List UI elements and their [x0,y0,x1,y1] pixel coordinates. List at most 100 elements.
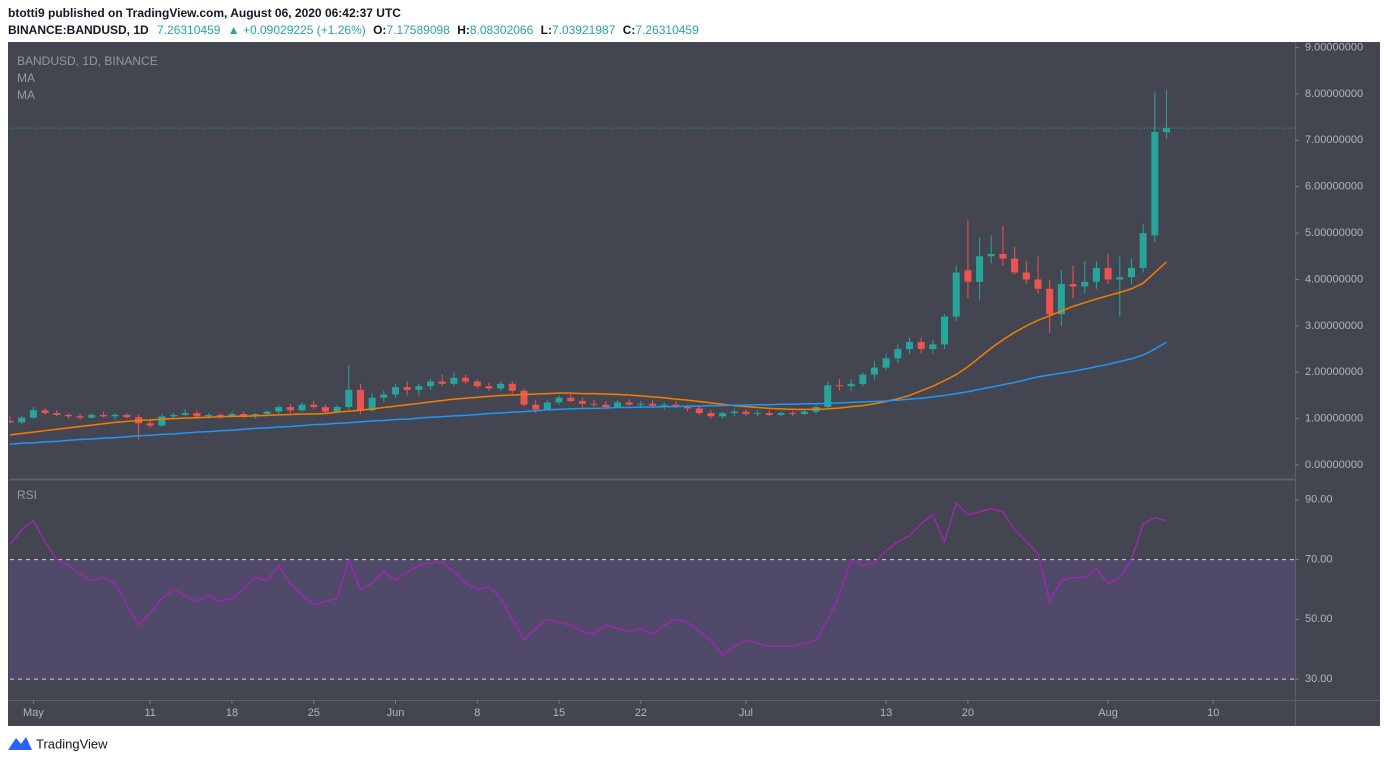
candle-body [321,407,329,412]
candle-body [497,383,505,389]
high-label: H: [457,23,470,37]
candle-body [543,402,551,410]
candle-body [578,401,586,404]
rsi-legend: RSI [17,488,37,502]
candle-body [123,414,131,418]
candle-body [520,390,528,405]
candle-body [695,408,703,414]
x-tick-label: 11 [144,707,155,719]
x-tick-label: 13 [880,707,892,719]
x-tick-label: 25 [308,707,320,719]
candle-body [88,414,96,418]
x-tick-label: Jun [387,707,405,719]
candle-body [882,358,890,368]
candle-body [917,342,925,350]
x-tick-label: 18 [226,707,238,719]
candle-body [1092,267,1100,282]
x-tick-label: 22 [635,707,647,719]
candle-body [298,404,306,411]
last-close: 7.26310459 [157,23,221,37]
close-value: 7.26310459 [635,23,699,37]
candle-body [193,413,201,417]
candle-body [1069,284,1077,287]
candle-body [181,413,189,415]
candle-body [508,383,516,391]
candle-body [929,344,937,350]
low-label: L: [541,23,552,37]
candle-body [976,256,984,282]
candle-body [1162,128,1171,133]
brand-name: TradingView [36,736,108,751]
candle-body [625,402,633,405]
candle-body [18,417,26,423]
y-tick-label: 8.00000000 [1305,88,1363,100]
candle-body [765,413,773,415]
x-tick-label: Aug [1098,707,1118,719]
candle-body [1139,233,1147,268]
x-tick-label: 20 [962,707,974,719]
candle-body [1116,277,1124,280]
candle-body [53,413,61,415]
candle-body [473,381,481,387]
candle-body [684,407,692,409]
candle-body [590,403,598,405]
candle-body [730,411,738,414]
candle-body [170,414,178,417]
candle-body [1011,258,1019,273]
candle-body [1022,272,1030,280]
candle-body [427,381,435,387]
candle-body [415,386,423,390]
candle-body [952,272,960,317]
candle-body [637,403,645,405]
high-value: 8.08302066 [470,23,534,37]
x-tick-label: 8 [474,707,480,719]
candle-body [240,413,248,416]
candle-body [64,414,72,417]
candle-body [485,386,493,389]
rsi-line [9,501,1167,657]
candle-body [987,253,995,257]
y-tick-label: 2.00000000 [1305,366,1363,378]
candle-body [555,397,563,403]
candle-body [356,389,364,411]
x-tick-label: 10 [1207,707,1219,719]
candle-body [286,407,294,411]
candle-body [870,367,878,375]
candle-body [660,404,668,406]
rsi-pane [9,501,1295,680]
y-tick-label: 9.00000000 [1305,41,1363,53]
ma-line [9,341,1167,445]
candle-body [41,410,49,414]
open-label: O: [373,23,386,37]
y2-tick-label: 90.00 [1305,494,1333,506]
candle-body [824,385,832,408]
candle-body [403,387,411,390]
close-label: C: [623,23,636,37]
y-tick-label: 3.00000000 [1305,320,1363,332]
x-tick-label: Jul [739,707,753,719]
brand-logo [8,737,32,750]
y-tick-label: 7.00000000 [1305,134,1363,146]
candle-body [275,407,283,412]
author-line: btotti9 published on TradingView.com, Au… [8,6,401,20]
candle-body [1034,279,1042,289]
candle-body [789,413,797,415]
candle-body [450,377,458,384]
candle-body [567,397,575,402]
candle-body [847,383,855,387]
candle-body [719,413,727,417]
candle-body [9,420,14,423]
ma-line [9,261,1168,436]
candle-body [999,253,1007,259]
candle-body [462,377,470,382]
candle-body [380,394,388,398]
candle-body [800,411,808,414]
candle-body [1151,131,1159,236]
candle-body [1057,284,1065,315]
candle-body [835,385,843,387]
candle-body [742,411,750,414]
x-tick-label: May [23,707,44,719]
y2-tick-label: 50.00 [1305,613,1333,625]
open-value: 7.17589098 [386,23,450,37]
candle-body [941,316,949,345]
